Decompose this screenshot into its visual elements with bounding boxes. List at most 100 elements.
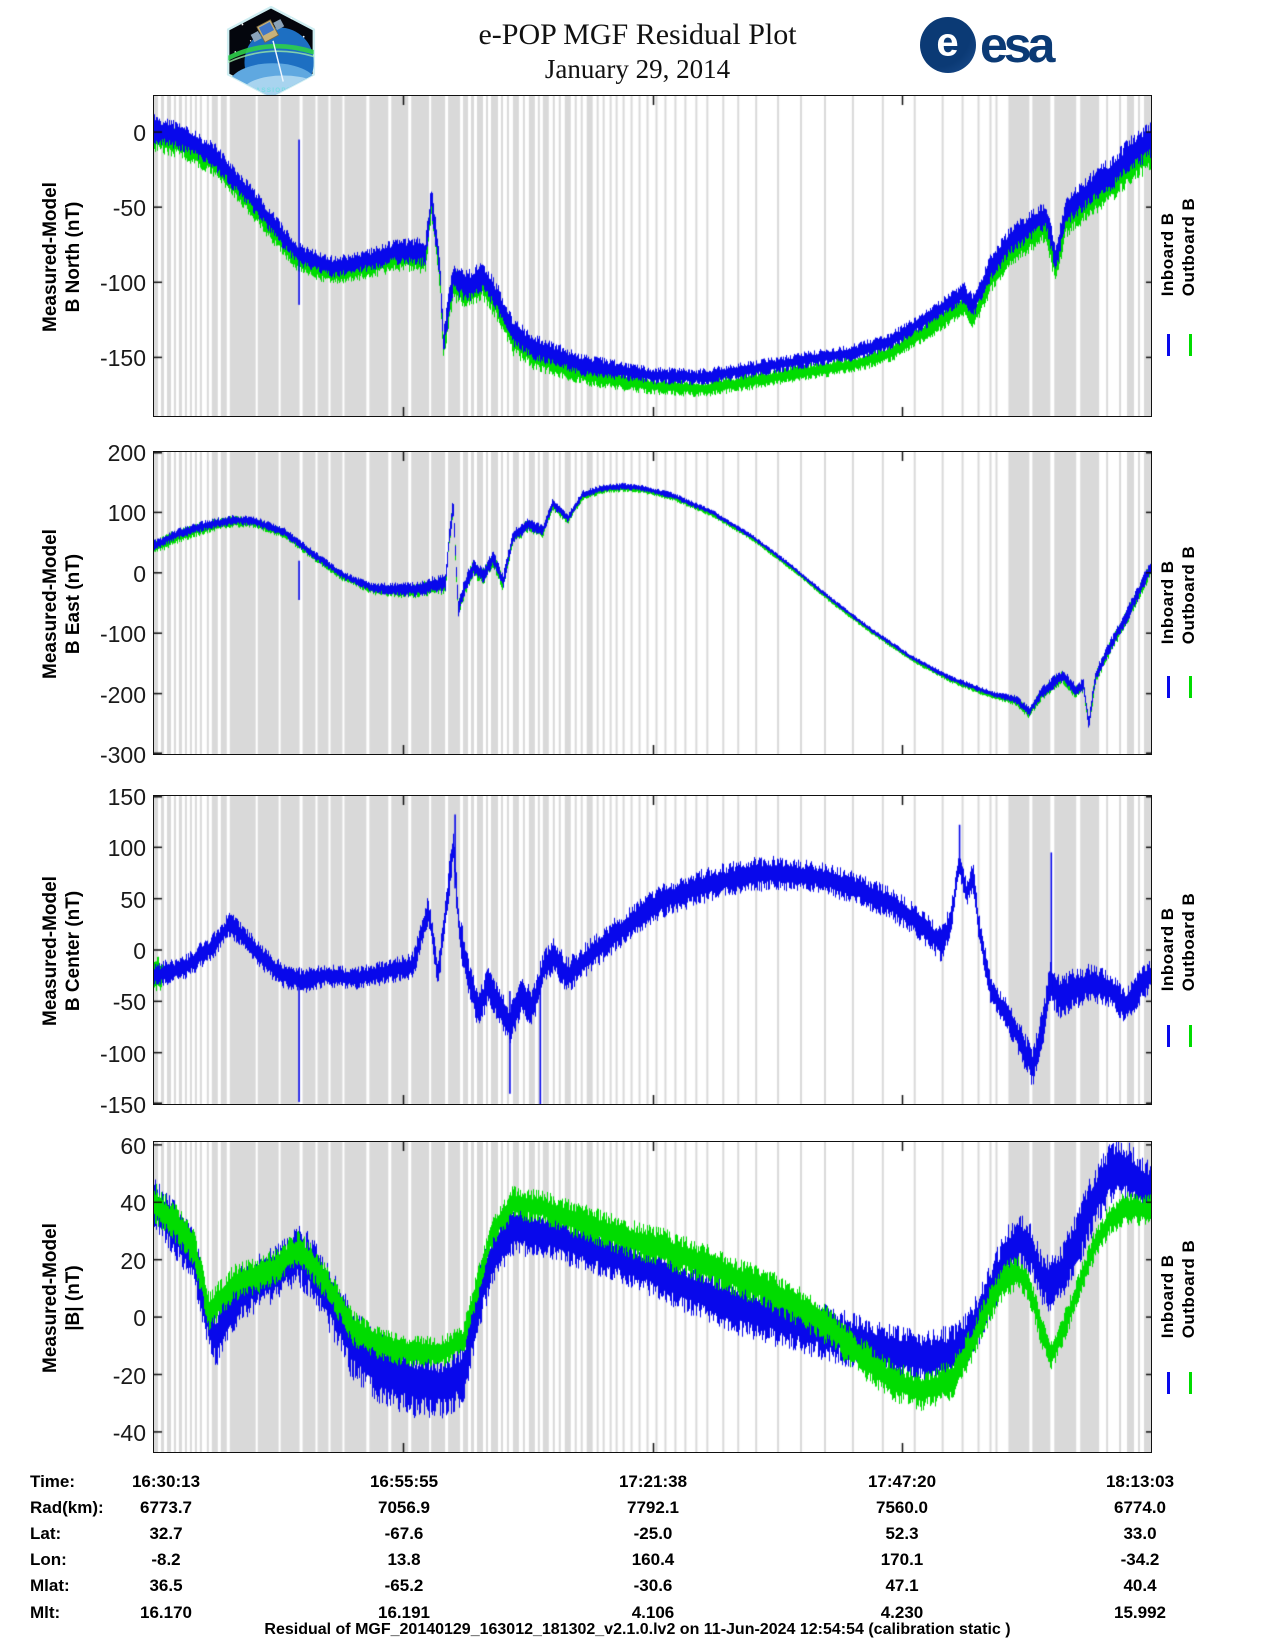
table-cell: 170.1 — [880, 1550, 924, 1569]
table-row-label: Time: — [30, 1472, 76, 1491]
patch-mission-text: CASSIOPE — [250, 87, 292, 94]
table-row-label: Mlt: — [30, 1603, 61, 1622]
y-tick-label: -100 — [99, 270, 146, 297]
y-tick-label: 50 — [120, 886, 146, 913]
legend-inboard-label: Inboard B — [1158, 907, 1177, 991]
table-cell: 16.170 — [140, 1603, 192, 1622]
legend-outboard-line-sample — [1189, 1372, 1192, 1395]
table-cell: 7056.9 — [378, 1498, 430, 1517]
y-tick-label: -100 — [99, 621, 146, 648]
legend-panel-1: Inboard B Outboard B — [1158, 198, 1199, 297]
table-cell: 33.0 — [1123, 1524, 1157, 1543]
y-tick-label: 0 — [133, 938, 146, 964]
y-tick-label: -100 — [99, 1040, 146, 1067]
y-tick-label: 100 — [107, 500, 146, 527]
table-cell: -30.6 — [633, 1576, 673, 1595]
table-cell: 16.191 — [378, 1603, 430, 1622]
esa-wordmark: esa — [980, 17, 1055, 73]
page-title: e-POP MGF Residual Plot — [478, 18, 797, 51]
table-row-label: Rad(km): — [30, 1498, 104, 1517]
table-cell: 15.992 — [1114, 1603, 1166, 1622]
y-tick-label: -150 — [99, 345, 146, 372]
y-tick-label: -300 — [99, 742, 146, 768]
footer-caption: Residual of MGF_20140129_163012_181302_v… — [264, 1621, 1011, 1638]
table-cell: 32.7 — [149, 1524, 183, 1543]
legend-outboard-label: Outboard B — [1179, 1239, 1198, 1338]
cassiope-mission-patch: CASSIOPE — [226, 6, 316, 98]
y-tick-label: -20 — [112, 1362, 146, 1389]
table-cell: 52.3 — [885, 1524, 919, 1543]
ylabel-b-east: Measured-Model B East (nT) — [40, 529, 84, 679]
y-tick-label: -50 — [112, 989, 146, 1016]
legend-inboard-label: Inboard B — [1158, 1254, 1177, 1338]
legend-outboard-label: Outboard B — [1179, 198, 1198, 297]
table-cell: 13.8 — [387, 1550, 421, 1569]
table-cell: 16:30:13 — [131, 1472, 201, 1491]
legend-inboard-line-sample — [1167, 333, 1170, 356]
table-cell: 6773.7 — [140, 1498, 192, 1517]
y-tick-label: 20 — [120, 1247, 146, 1274]
panel-b-north-canvas — [154, 96, 1151, 416]
page-date: January 29, 2014 — [544, 54, 731, 84]
table-cell: 7560.0 — [876, 1498, 928, 1517]
legend-outboard-line-sample — [1189, 676, 1192, 699]
y-tick-label: 40 — [120, 1190, 146, 1217]
table-cell: -25.0 — [633, 1524, 673, 1543]
panel-b-north — [153, 95, 1152, 417]
legend-inboard-line-sample — [1167, 676, 1170, 699]
table-cell: 4.230 — [880, 1603, 924, 1622]
y-tick-label: 200 — [107, 440, 146, 466]
legend-panel-2: Inboard B Outboard B — [1158, 546, 1199, 645]
y-tick-label: 100 — [107, 835, 146, 862]
legend-inboard-line-sample — [1167, 1024, 1170, 1047]
panel-b-east-canvas — [154, 452, 1151, 754]
panel-b-east — [153, 451, 1152, 755]
panel-b-mag-canvas — [154, 1142, 1151, 1452]
y-tick-label: -40 — [112, 1419, 146, 1446]
table-row-label: Lon: — [30, 1550, 67, 1569]
panel-b-mag — [153, 1141, 1152, 1453]
y-tick-label: -150 — [99, 1092, 146, 1118]
ylabel-b-mag: Measured-Model |B| (nT) — [40, 1223, 84, 1373]
legend-inboard-line-sample — [1167, 1372, 1170, 1395]
esa-logo: e esa — [920, 16, 1055, 74]
y-tick-label: 60 — [120, 1132, 146, 1159]
table-row-label: Lat: — [30, 1524, 62, 1543]
panel-b-center — [153, 795, 1152, 1105]
esa-globe-letter: e — [936, 20, 959, 65]
table-cell: -67.6 — [384, 1524, 424, 1543]
table-cell: -34.2 — [1120, 1550, 1160, 1569]
table-cell: 47.1 — [885, 1576, 919, 1595]
satellite-icon — [250, 19, 285, 43]
table-cell: 17:47:20 — [867, 1472, 937, 1491]
table-cell: 4.106 — [631, 1603, 675, 1622]
legend-outboard-line-sample — [1189, 333, 1192, 356]
y-tick-label: 0 — [133, 1305, 146, 1332]
table-cell: -8.2 — [151, 1550, 181, 1569]
table-cell: -65.2 — [384, 1576, 424, 1595]
legend-outboard-label: Outboard B — [1179, 892, 1198, 992]
y-tick-label: -200 — [99, 681, 146, 708]
legend-panel-3: Inboard B Outboard B — [1158, 893, 1199, 992]
esa-globe-icon: e — [920, 17, 976, 73]
legend-outboard-label: Outboard B — [1179, 545, 1198, 645]
y-tick-label: 0 — [133, 120, 146, 147]
table-cell: 160.4 — [631, 1550, 675, 1569]
table-cell: 17:21:38 — [618, 1472, 688, 1491]
legend-panel-4: Inboard B Outboard B — [1158, 1239, 1199, 1338]
table-cell: 7792.1 — [627, 1498, 679, 1517]
y-tick-label: 0 — [133, 560, 146, 587]
table-cell: 16:55:55 — [369, 1472, 439, 1491]
table-cell: 40.4 — [1123, 1576, 1157, 1595]
table-cell: 18:13:03 — [1105, 1472, 1175, 1491]
panel-b-center-canvas — [154, 796, 1151, 1104]
table-cell: 6774.0 — [1114, 1498, 1166, 1517]
table-row-label: Mlat: — [30, 1576, 70, 1595]
y-tick-label: -50 — [112, 195, 146, 222]
legend-inboard-label: Inboard B — [1158, 560, 1177, 645]
legend-outboard-line-sample — [1189, 1024, 1192, 1047]
y-tick-label: 150 — [107, 784, 146, 810]
table-cell: 36.5 — [149, 1576, 183, 1595]
legend-inboard-label: Inboard B — [1158, 212, 1177, 297]
